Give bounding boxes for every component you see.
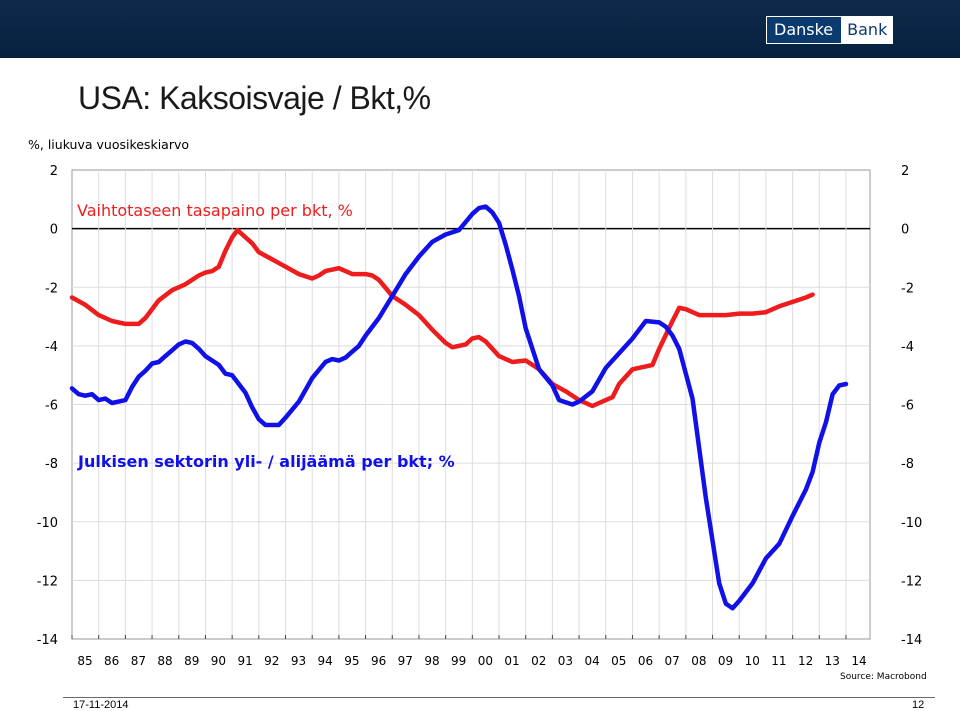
y-tick-label-left: -4 bbox=[45, 340, 58, 355]
x-tick-label: 03 bbox=[558, 654, 573, 668]
x-tick-label: 92 bbox=[264, 654, 279, 668]
x-tick-label: 89 bbox=[184, 654, 199, 668]
series-label-current-account: Vaihtotaseen tasapaino per bkt, % bbox=[77, 201, 353, 220]
series-line-current-account bbox=[69, 227, 815, 409]
x-tick-label: 94 bbox=[318, 654, 333, 668]
x-tick-label: 07 bbox=[665, 654, 680, 668]
slide-title: USA: Kaksoisvaje / Bkt,% bbox=[78, 80, 431, 116]
x-tick-label: 99 bbox=[451, 654, 466, 668]
y-tick-label-left: -12 bbox=[37, 574, 58, 589]
logo-text-bank: Bank bbox=[841, 17, 893, 43]
gridlines bbox=[72, 170, 870, 639]
x-tick-label: 01 bbox=[504, 654, 519, 668]
x-tick-label: 02 bbox=[531, 654, 546, 668]
y-tick-label-right: 0 bbox=[901, 223, 909, 238]
x-tick-label: 90 bbox=[211, 654, 226, 668]
chart-subtitle: %, liukuva vuosikeskiarvo bbox=[28, 137, 190, 152]
y-tick-label-right: -12 bbox=[901, 574, 922, 589]
x-tick-label: 06 bbox=[638, 654, 653, 668]
x-tick-label: 08 bbox=[691, 654, 706, 668]
x-tick-label: 93 bbox=[291, 654, 306, 668]
y-tick-label-right: 2 bbox=[901, 164, 909, 179]
y-tick-label-right: -2 bbox=[901, 281, 914, 296]
y-tick-label-right: -14 bbox=[901, 633, 922, 648]
x-tick-label: 98 bbox=[424, 654, 439, 668]
y-tick-label-left: -10 bbox=[37, 516, 58, 531]
x-tick-label: 14 bbox=[851, 654, 866, 668]
y-tick-label-left: 0 bbox=[50, 223, 58, 238]
x-tick-label: 97 bbox=[398, 654, 413, 668]
y-tick-label-right: -6 bbox=[901, 399, 914, 414]
page-number: 12 bbox=[912, 699, 925, 711]
x-tick-label: 85 bbox=[77, 654, 92, 668]
x-tick-label: 96 bbox=[371, 654, 386, 668]
x-tick-label: 95 bbox=[344, 654, 359, 668]
y-tick-label-right: -8 bbox=[901, 457, 914, 472]
y-tick-label-left: -6 bbox=[45, 399, 58, 414]
x-tick-label: 91 bbox=[237, 654, 252, 668]
x-tick-label: 86 bbox=[104, 654, 119, 668]
y-axis-ticks: 2 2 0 0 -2 -2 -4 -4 -6 -6 -8 -8 -10 -10 -12 -12 -14 -14 bbox=[37, 164, 922, 648]
top-banner: Danske Bank bbox=[0, 0, 960, 58]
series-line-public-balance bbox=[69, 204, 849, 611]
x-tick-label: 11 bbox=[771, 654, 786, 668]
y-tick-label-left: 2 bbox=[50, 164, 58, 179]
y-tick-label-left: -8 bbox=[45, 457, 58, 472]
x-tick-label: 88 bbox=[157, 654, 172, 668]
y-tick-label-right: -10 bbox=[901, 516, 922, 531]
x-tick-label: 09 bbox=[718, 654, 733, 668]
x-tick-label: 04 bbox=[584, 654, 599, 668]
y-tick-label-left: -2 bbox=[45, 281, 58, 296]
series-lines bbox=[69, 204, 849, 611]
logo-text-danske: Danske bbox=[767, 17, 842, 43]
x-tick-label: 87 bbox=[131, 654, 146, 668]
x-tick-label: 13 bbox=[825, 654, 840, 668]
x-tick-label: 05 bbox=[611, 654, 626, 668]
danske-bank-logo: Danske Bank bbox=[766, 16, 894, 44]
footer-divider bbox=[63, 697, 935, 698]
x-tick-label: 10 bbox=[745, 654, 760, 668]
source-note: Source: Macrobond bbox=[840, 672, 927, 682]
x-tick-label: 00 bbox=[478, 654, 493, 668]
y-tick-label-left: -14 bbox=[37, 633, 58, 648]
series-label-public-balance: Julkisen sektorin yli- / alijäämä per bk… bbox=[77, 452, 455, 471]
x-tick-label: 12 bbox=[798, 654, 813, 668]
y-tick-label-right: -4 bbox=[901, 340, 914, 355]
x-axis-ticks: 85 86 87 88 89 90 91 92 93 94 95 96 97 98 99 00 01 02 03 04… bbox=[71, 635, 867, 668]
footer-date: 17-11-2014 bbox=[73, 699, 129, 711]
